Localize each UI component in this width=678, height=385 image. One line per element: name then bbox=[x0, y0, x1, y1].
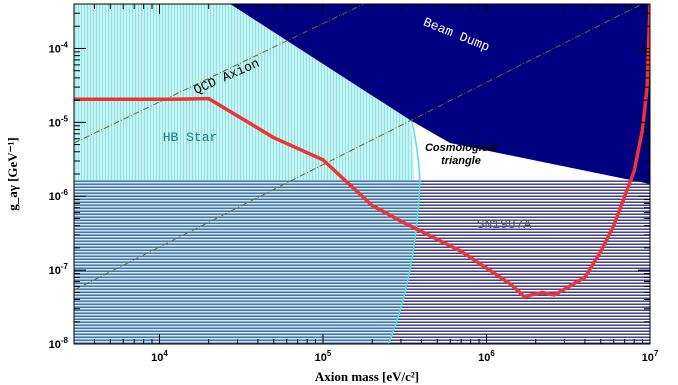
qcd-axion-band-upper bbox=[74, 4, 365, 144]
y-tick-label: 10-7 bbox=[49, 262, 69, 277]
sn1987a-label: SN1987A bbox=[477, 217, 532, 232]
x-axis-title: Axion mass [eV/c²] bbox=[315, 369, 419, 384]
sn1987a-region bbox=[74, 180, 650, 344]
x-tick-label: 105 bbox=[315, 349, 332, 364]
y-axis-title: g_aγ [GeV⁻¹] bbox=[5, 137, 20, 211]
y-tick-label: 10-4 bbox=[49, 40, 69, 55]
cosmological-label-line2: triangle bbox=[441, 155, 481, 167]
hb-star-sn-overlap bbox=[74, 180, 420, 344]
beam-dump-region bbox=[230, 4, 650, 184]
qcd-axion-band-lower bbox=[74, 4, 644, 291]
cosmological-label-line1: Cosmological bbox=[425, 142, 498, 154]
y-tick-label: 10-5 bbox=[49, 114, 69, 129]
y-tick-label: 10-6 bbox=[49, 188, 69, 203]
x-tick-label: 104 bbox=[151, 349, 168, 364]
axis-ticks bbox=[73, 3, 651, 345]
x-tick-label: 107 bbox=[642, 349, 659, 364]
red-limit-line bbox=[74, 4, 650, 299]
x-tick-label: 106 bbox=[478, 349, 495, 364]
y-tick-label: 10-8 bbox=[49, 336, 69, 351]
y-tick-labels: 10-8 10-7 10-6 10-5 10-4 bbox=[49, 40, 69, 351]
hb-star-label: HB Star bbox=[163, 130, 218, 145]
x-tick-labels: 104 105 106 107 bbox=[151, 349, 659, 364]
